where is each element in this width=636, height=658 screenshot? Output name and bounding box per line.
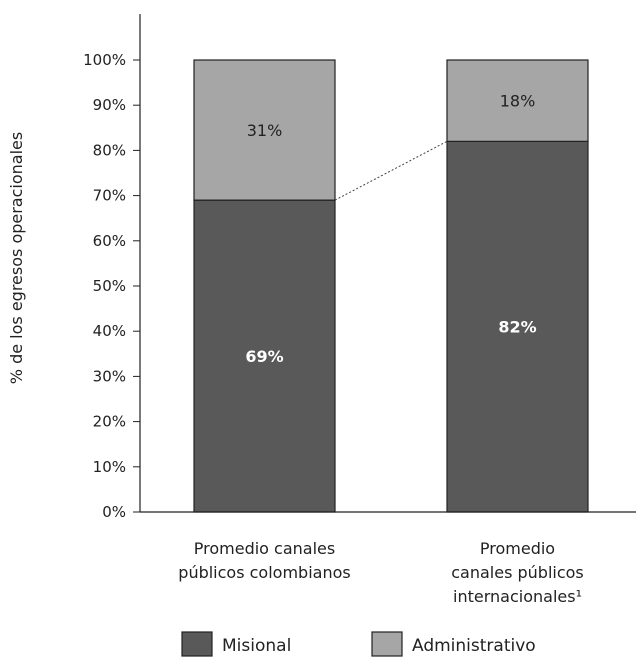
category-label: Promedio canales xyxy=(194,539,335,558)
bar-segment xyxy=(193,199,336,513)
y-tick-label: 80% xyxy=(93,141,126,159)
y-tick-label: 0% xyxy=(102,503,126,521)
y-axis-label: % de los egresos operacionales xyxy=(7,132,26,384)
category-labels: Promedio canales públicos colombianos Prom… xyxy=(178,539,583,606)
bar-segment xyxy=(446,140,589,513)
y-tick-label: 60% xyxy=(93,232,126,250)
connector-line xyxy=(334,140,448,201)
bar-labels: 69% 31% 82% 18% xyxy=(245,92,536,366)
connector-lines xyxy=(334,140,448,201)
category-label: públicos colombianos xyxy=(178,563,350,582)
category-label: internacionales¹ xyxy=(453,587,582,606)
y-axis-ticks: 0% 10% 20% 30% 40% 50% 60% 70% 80% 90% 100% xyxy=(83,51,140,521)
y-tick-label: 40% xyxy=(93,322,126,340)
data-label: 69% xyxy=(245,347,283,366)
legend-swatch xyxy=(181,631,213,657)
legend-label: Misional xyxy=(222,636,291,656)
y-tick-label: 10% xyxy=(93,458,126,476)
bars xyxy=(193,59,589,513)
bar-segment xyxy=(193,59,336,201)
category-label: Promedio xyxy=(480,539,555,558)
category-label: canales públicos xyxy=(451,563,584,582)
y-axis-label-group: % de los egresos operacionales xyxy=(7,132,26,384)
data-label: 82% xyxy=(498,318,536,337)
data-label: 31% xyxy=(247,121,283,140)
data-label: 18% xyxy=(500,92,536,111)
bar-segment xyxy=(446,59,589,142)
legend-label: Administrativo xyxy=(412,636,536,656)
legend: Misional Administrativo xyxy=(181,631,536,657)
legend-swatch xyxy=(371,631,403,657)
y-tick-label: 100% xyxy=(83,51,126,69)
axes xyxy=(139,14,636,513)
y-tick-label: 90% xyxy=(93,96,126,114)
y-tick-label: 70% xyxy=(93,187,126,205)
y-tick-label: 50% xyxy=(93,277,126,295)
y-tick-label: 30% xyxy=(93,367,126,385)
y-tick-label: 20% xyxy=(93,413,126,431)
